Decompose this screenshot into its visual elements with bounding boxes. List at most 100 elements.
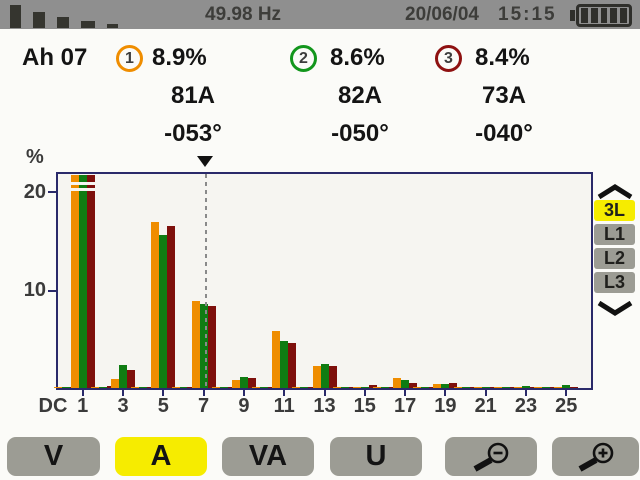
harmonic-bar-12-phase-2 [300,387,309,388]
phase-select-l2[interactable]: L2 [594,248,635,269]
zoom-in-icon [578,442,613,472]
harmonic-bar-10-phase-2 [260,387,268,388]
x-tick-label-9: 9 [238,395,250,417]
phase-2-current: 82A [337,82,383,109]
harmonic-bar-7-phase-3 [207,306,216,388]
harmonic-bar-14-phase-1 [332,387,341,388]
x-tick-label-3: 3 [117,395,129,417]
harmonic-bar-22-phase-3 [509,387,518,388]
frequency-readout: 49.98 Hz [205,4,282,25]
harmonic-bar-13-phase-1 [312,366,321,388]
harmonic-bar-24-phase-2 [542,387,551,388]
zoom-out-button[interactable] [445,437,537,476]
harmonic-bar-4-phase-3 [147,387,156,388]
phase-1-badge: 1 [116,45,143,72]
harmonic-bar-13-phase-3 [328,366,337,388]
phase-1-thd: 8.9% [152,44,207,71]
scale-break-mark [70,182,95,185]
phase-2-thd: 8.6% [330,44,385,71]
x-tick-label-DC: DC [38,395,68,417]
harmonic-bar-8-phase-1 [211,387,220,388]
harmonic-bar-11-phase-2 [280,341,289,388]
harmonic-bar-20-phase-2 [461,387,470,388]
y-tickmark-20 [48,191,56,193]
harmonic-bar-DC-phase-2 [62,387,70,388]
x-tickmark-25 [565,390,568,396]
voltage-button[interactable]: V [7,437,100,476]
harmonic-bar-3-phase-2 [119,365,127,388]
x-tickmark-3 [122,390,124,396]
harmonic-bar-20-phase-1 [453,387,462,388]
harmonics-mode-icon [10,5,125,28]
harmonic-bar-25-phase-3 [570,387,579,388]
phase-select-l3[interactable]: L3 [594,272,635,293]
harmonic-bar-9-phase-1 [231,380,240,388]
time-readout: 15:15 [498,4,557,25]
harmonic-bar-3-phase-1 [111,379,119,388]
chevron-down-icon[interactable] [596,301,634,316]
chevron-up-icon[interactable] [596,184,634,199]
phase-1-angle: -053° [164,120,222,147]
harmonic-bar-21-phase-2 [481,387,490,388]
status-bar: 49.98 Hz 20/06/04 15:15 [0,0,640,29]
phase-select-l1[interactable]: L1 [594,224,635,245]
harmonic-bar-19-phase-2 [441,384,450,388]
x-tick-label-19: 19 [434,395,457,417]
harmonic-bar-23-phase-3 [530,387,538,388]
harmonic-bar-17-phase-1 [393,378,402,388]
zoom-out-icon [473,442,509,472]
harmonic-bar-8-phase-3 [227,387,236,388]
harmonic-bar-23-phase-1 [514,387,522,388]
harmonic-bar-2-phase-1 [90,387,99,388]
harmonic-bar-19-phase-3 [449,383,458,388]
x-tickmark-15 [363,390,366,396]
phase-2-badge: 2 [290,45,317,72]
harmonic-bar-16-phase-2 [380,387,389,388]
harmonic-bar-16-phase-3 [388,387,397,388]
harmonic-bar-17-phase-2 [401,380,410,388]
y-tick-20: 20 [23,181,46,203]
x-tickmark-9 [242,390,245,396]
x-tick-label-15: 15 [353,395,376,417]
x-tick-label-1: 1 [77,395,89,417]
apparent-power-button[interactable]: VA [222,437,314,476]
chart-plot [54,172,593,390]
x-tickmark-7 [202,390,205,396]
x-tick-label-17: 17 [393,395,417,417]
x-tick-label-7: 7 [198,395,210,417]
harmonic-bar-4-phase-2 [139,387,148,388]
harmonic-bar-11-phase-3 [288,343,297,388]
harmonic-bar-18-phase-2 [421,387,430,388]
harmonic-bar-7-phase-2 [199,304,208,388]
harmonic-bar-6-phase-1 [171,387,180,388]
harmonic-cursor-line [205,174,207,388]
phase-3-angle: -040° [475,120,533,147]
harmonic-bar-11-phase-1 [272,331,281,388]
harmonic-bar-8-phase-2 [219,387,228,388]
harmonic-bar-23-phase-2 [522,386,530,388]
harmonic-bar-24-phase-1 [534,387,543,388]
phase-voltage-button[interactable]: U [330,437,422,476]
phase-select-3l[interactable]: 3L [594,200,635,221]
harmonic-bar-6-phase-3 [187,387,196,388]
harmonic-bar-21-phase-1 [473,387,482,388]
chart-x-axis: DC 1 3 5 7 9 11 13 15 17 19 21 23 25 [39,390,598,424]
harmonic-bar-22-phase-2 [501,387,510,388]
harmonic-bar-2-phase-3 [106,386,115,388]
harmonic-bar-18-phase-1 [413,387,422,388]
harmonic-bar-5-phase-3 [167,226,176,388]
harmonic-bar-15-phase-1 [352,387,361,388]
harmonic-bar-21-phase-3 [489,387,498,388]
harmonic-bar-12-phase-1 [292,387,301,388]
current-button[interactable]: A [115,437,207,476]
harmonic-bar-18-phase-3 [429,387,438,388]
zoom-in-button[interactable] [552,437,639,476]
harmonic-bar-19-phase-1 [433,384,442,388]
harmonic-cursor-marker[interactable] [197,156,213,167]
harmonic-bar-16-phase-1 [372,387,381,388]
x-tick-label-25: 25 [555,395,578,417]
y-tickmark-10 [48,290,56,292]
harmonic-bar-10-phase-1 [252,387,260,388]
harmonic-bar-9-phase-2 [239,377,248,388]
